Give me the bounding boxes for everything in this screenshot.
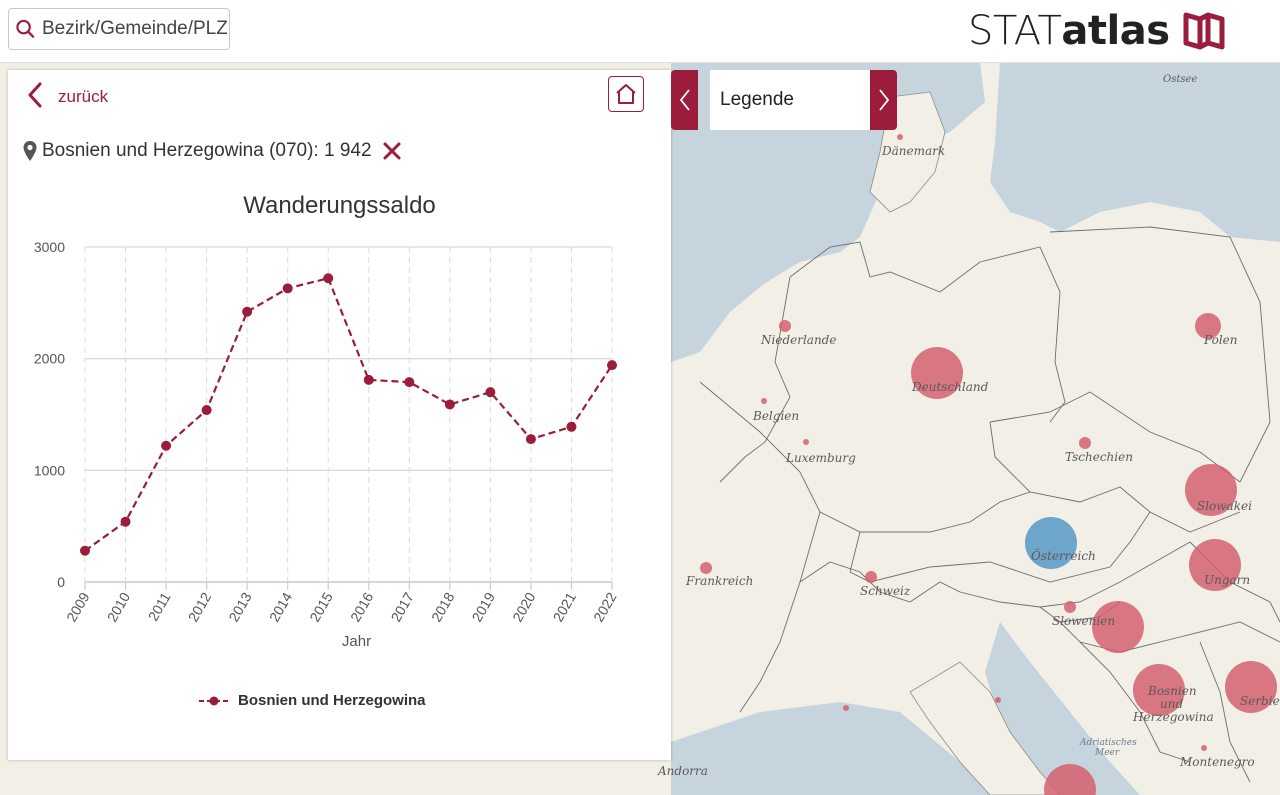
map-label-deutschland: Deutschland bbox=[912, 380, 989, 394]
x-tick-label: 2018 bbox=[428, 589, 458, 624]
chevron-left-icon bbox=[679, 89, 690, 111]
home-icon bbox=[616, 84, 636, 104]
close-icon[interactable] bbox=[382, 141, 402, 161]
legend-toggle: Legende bbox=[671, 70, 897, 130]
y-tick-label: 3000 bbox=[34, 239, 65, 255]
home-button[interactable] bbox=[608, 76, 644, 112]
map-label-bosnien: Bosnien bbox=[1148, 684, 1197, 698]
brand-atlas: atlas bbox=[1061, 8, 1170, 54]
map-label-ostsee: Ostsee bbox=[1163, 74, 1198, 85]
data-point bbox=[525, 434, 536, 445]
x-axis-title: Jahr bbox=[342, 633, 371, 650]
map-label-ungarn: Ungarn bbox=[1204, 573, 1251, 587]
map-label-tschechien: Tschechien bbox=[1065, 450, 1133, 464]
data-point bbox=[566, 421, 577, 432]
map-label-luxemburg: Luxemburg bbox=[786, 451, 856, 465]
x-tick-label: 2020 bbox=[509, 589, 539, 624]
data-point bbox=[80, 545, 90, 556]
x-tick-label: 2021 bbox=[550, 589, 580, 624]
x-tick-label: 2022 bbox=[590, 589, 620, 624]
data-point bbox=[161, 440, 172, 451]
map-label-belgien: Belgien bbox=[753, 409, 800, 423]
data-point bbox=[201, 405, 212, 416]
map-label-serbien: Serbien bbox=[1240, 694, 1280, 708]
data-point bbox=[363, 374, 374, 385]
data-point bbox=[485, 387, 496, 398]
atlas-book-icon bbox=[1183, 12, 1225, 50]
legend-marker bbox=[199, 696, 229, 705]
x-tick-label: 2016 bbox=[347, 589, 377, 624]
search-box[interactable] bbox=[8, 8, 230, 50]
y-tick-label: 1000 bbox=[34, 462, 65, 478]
series-line bbox=[84, 276, 613, 552]
map-label-und: und bbox=[1160, 697, 1184, 711]
x-tick-label: 2015 bbox=[306, 589, 336, 624]
y-tick-label: 0 bbox=[57, 574, 65, 590]
x-tick-label: 2017 bbox=[387, 589, 417, 624]
selected-location: Bosnien und Herzegowina (070): 1 942 bbox=[22, 140, 402, 162]
x-tick-label: 2014 bbox=[266, 589, 296, 624]
data-point bbox=[444, 399, 455, 410]
statatlas-logo[interactable]: STAT atlas bbox=[968, 6, 1226, 56]
line-chart: 0 1000 2000 3000 2009 2010 2011 2012 2013 2014 201… bbox=[34, 239, 620, 650]
map-label-adriatisches: Adriatisches bbox=[1080, 738, 1137, 748]
x-tick-label: 2009 bbox=[63, 589, 93, 624]
x-tick-label: 2012 bbox=[185, 589, 215, 624]
chevron-right-icon bbox=[878, 89, 889, 111]
map-label-slowenien: Slowenien bbox=[1052, 614, 1116, 628]
expand-right-button[interactable] bbox=[870, 70, 897, 130]
map-label-montenegro: Montenegro bbox=[1180, 755, 1255, 769]
back-label: zurück bbox=[58, 87, 109, 106]
data-point bbox=[607, 360, 617, 371]
map-label-schweiz: Schweiz bbox=[860, 584, 911, 598]
map-label-niederlande: Niederlande bbox=[761, 333, 837, 347]
chevron-left-icon bbox=[28, 82, 42, 108]
map-label-slowakei: Slowakei bbox=[1197, 499, 1252, 513]
map-label-herzegowina: Herzegowina bbox=[1133, 710, 1214, 724]
map-label-oesterreich: Österreich bbox=[1031, 549, 1096, 563]
y-tick-label: 2000 bbox=[34, 351, 65, 367]
map-label-daenemark: Dänemark bbox=[882, 144, 946, 158]
map-label-andorra: Andorra bbox=[658, 764, 708, 778]
x-tick-label: 2013 bbox=[225, 589, 255, 624]
data-point bbox=[323, 273, 334, 284]
map-pin-icon bbox=[23, 141, 37, 161]
back-button[interactable]: zurück bbox=[26, 82, 108, 108]
map-bubbles bbox=[700, 134, 1277, 795]
collapse-left-button[interactable] bbox=[671, 70, 698, 130]
legend-label-box[interactable]: Legende bbox=[710, 70, 870, 130]
search-icon bbox=[16, 19, 35, 38]
map-label-polen: Polen bbox=[1204, 333, 1238, 347]
legend-label: Bosnien und Herzegowina bbox=[238, 692, 426, 709]
search-input[interactable] bbox=[40, 17, 229, 41]
chart-title: Wanderungssaldo bbox=[243, 192, 436, 219]
x-tick-label: 2019 bbox=[469, 589, 499, 624]
detail-panel: zurück Bosnien und Herzegowina (070): 1 … bbox=[8, 70, 671, 760]
chart-legend[interactable]: Bosnien und Herzegowina bbox=[198, 692, 426, 709]
x-tick-label: 2010 bbox=[104, 589, 134, 624]
map-label-meer: Meer bbox=[1095, 748, 1120, 758]
x-tick-label: 2011 bbox=[145, 589, 174, 623]
map-label-frankreich: Frankreich bbox=[686, 574, 754, 588]
location-text: Bosnien und Herzegowina (070): 1 942 bbox=[42, 140, 372, 161]
data-point bbox=[120, 516, 131, 527]
data-point bbox=[282, 283, 293, 294]
brand-stat: STAT bbox=[968, 8, 1062, 54]
data-point bbox=[404, 377, 415, 388]
data-point bbox=[242, 306, 253, 317]
